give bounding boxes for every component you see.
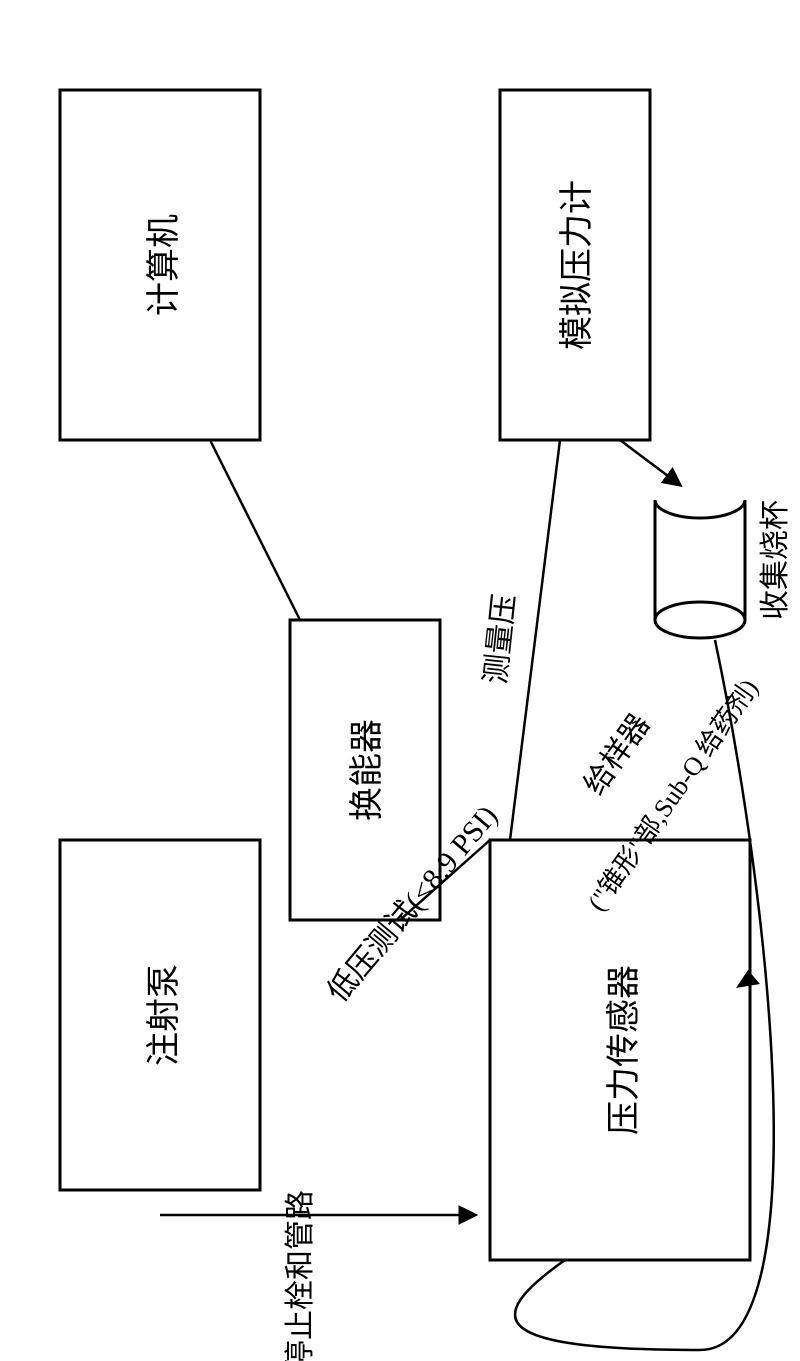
label-computer: 计算机 — [145, 214, 183, 316]
label-edge-pump-to-sensor: 停止栓和管路 — [284, 1190, 317, 1361]
label-beaker: 收集烧杯 — [759, 500, 792, 620]
node-beaker — [655, 500, 745, 638]
arrow-sensor-to-beaker — [736, 970, 760, 988]
label-transducer: 换能器 — [348, 719, 386, 821]
label-edge-sensor-to-beaker-2: ("锥形"部,Sub-Q 给药剂) — [582, 674, 764, 916]
edge-transducer-to-computer — [210, 440, 300, 620]
label-pressure-sensor: 压力传感器 — [605, 965, 643, 1135]
edge-sensor-to-gauge — [510, 440, 560, 840]
label-edge-sensor-to-gauge: 测量压 — [479, 593, 521, 686]
edge-gauge-to-beaker — [620, 440, 680, 485]
label-edge-transducer-to-sensor: 低压测试(<8.9 PSI) — [321, 799, 504, 1008]
label-analog-gauge: 模拟压力计 — [558, 180, 596, 350]
label-syringe-pump: 注射泵 — [145, 964, 183, 1066]
edge-sensor-to-beaker — [515, 640, 774, 1350]
label-edge-sensor-to-beaker-1: 给样器 — [578, 708, 657, 801]
